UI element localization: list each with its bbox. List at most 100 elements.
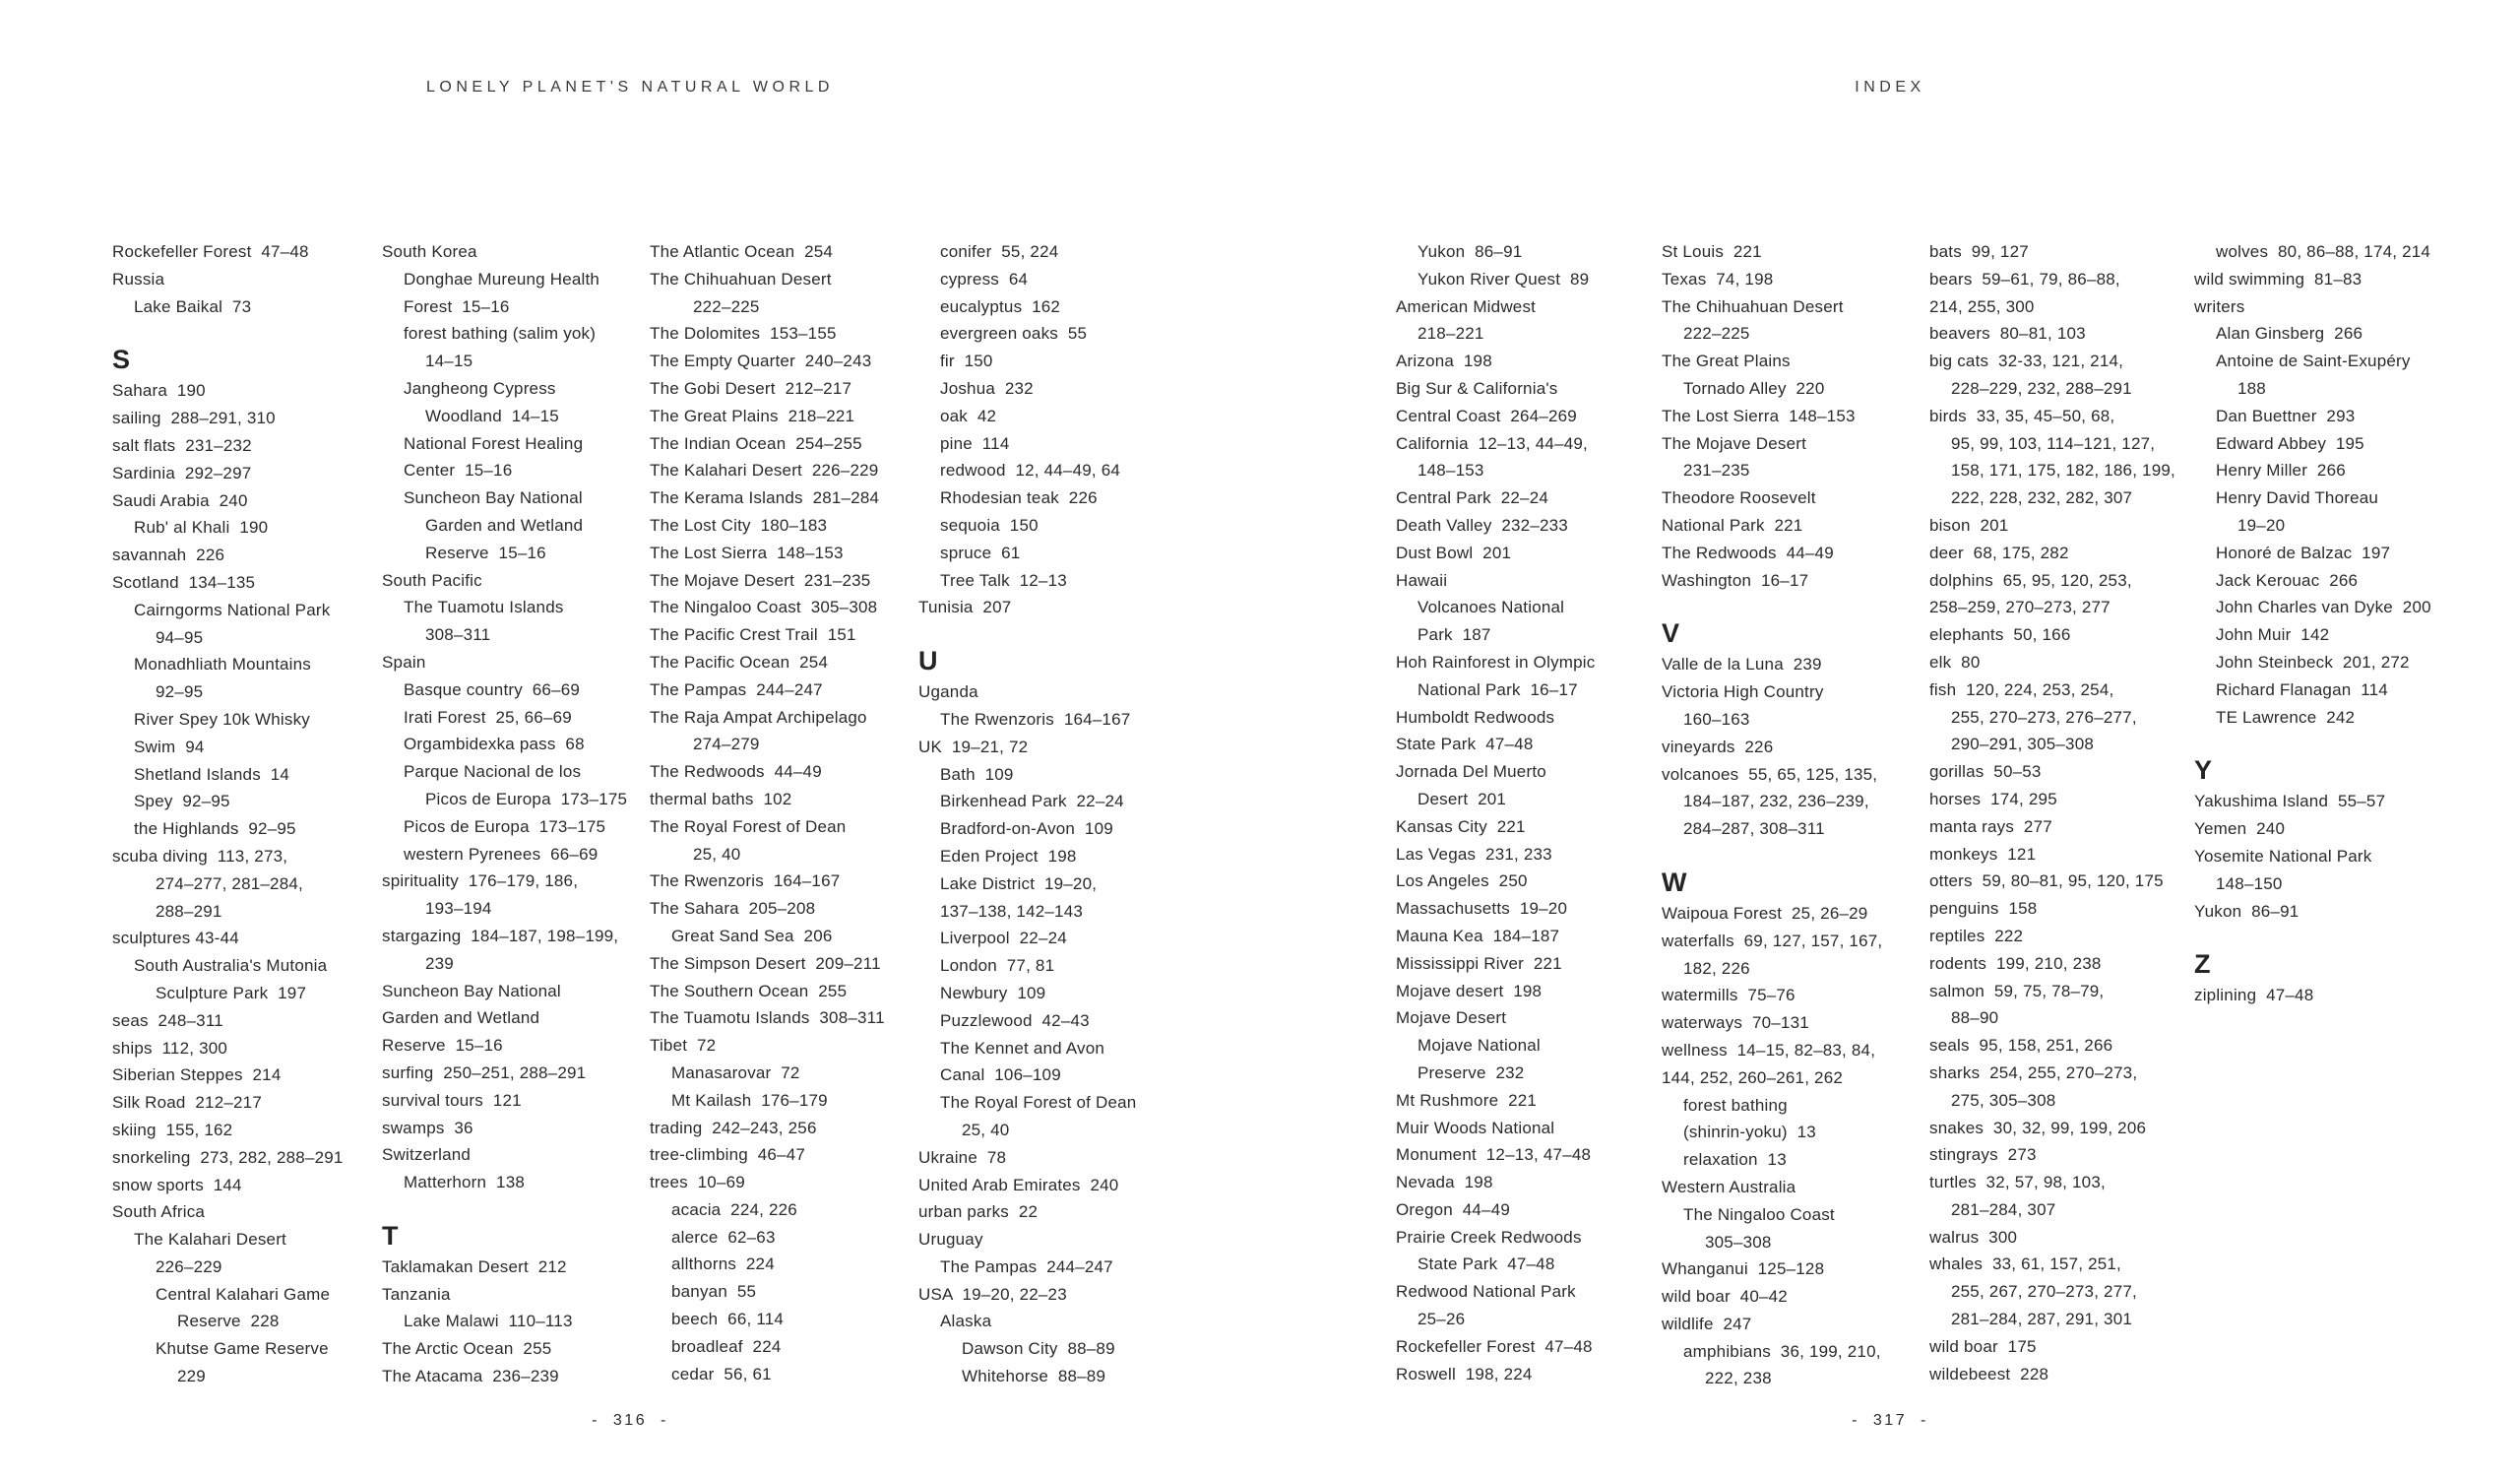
index-line: Prairie Creek Redwoods xyxy=(1396,1227,1582,1247)
index-line: Taklamakan Desert 212 xyxy=(382,1256,567,1276)
index-line: oak 42 xyxy=(940,406,997,425)
index-line: Dan Buettner 293 xyxy=(2216,406,2356,425)
index-line: National Park 16–17 xyxy=(1418,679,1578,699)
index-line: Matterhorn 138 xyxy=(404,1173,526,1192)
index-line: forest bathing (salim yok) xyxy=(404,324,597,344)
index-line: 274–279 xyxy=(693,735,760,754)
index-line: snow sports 144 xyxy=(112,1175,242,1194)
index-line: Spey 92–95 xyxy=(134,792,230,811)
index-line: Uganda xyxy=(918,682,978,702)
index-line: redwood 12, 44–49, 64 xyxy=(940,461,1121,481)
index-line: Desert 201 xyxy=(1418,789,1507,808)
index-line: Forest 15–16 xyxy=(404,296,510,316)
index-line: Jack Kerouac 266 xyxy=(2216,570,2359,590)
index-line: bison 201 xyxy=(1929,515,2009,535)
index-line: The Raja Ampat Archipelago xyxy=(650,707,867,727)
index-line: wildebeest 228 xyxy=(1929,1364,2049,1383)
index-line: sequoia 150 xyxy=(940,515,1039,535)
index-line: amphibians 36, 199, 210, xyxy=(1683,1341,1881,1361)
index-line: bears 59–61, 79, 86–88, xyxy=(1929,269,2120,289)
index-line: 94–95 xyxy=(156,627,204,647)
index-line: John Muir 142 xyxy=(2216,625,2330,645)
index-line: American Midwest xyxy=(1396,296,1537,316)
section-letter-Z: Z xyxy=(2194,949,2211,980)
index-line: Garden and Wetland xyxy=(382,1008,540,1028)
index-line: State Park 47–48 xyxy=(1418,1254,1555,1274)
index-line: Edward Abbey 195 xyxy=(2216,433,2364,453)
index-line: big cats 32-33, 121, 214, xyxy=(1929,352,2124,371)
section-gap xyxy=(918,621,1194,643)
index-line: Arizona 198 xyxy=(1396,352,1492,371)
index-column-1: Rockefeller Forest 47–48 Russia Lake Baika… xyxy=(112,238,388,1390)
index-line: South Africa xyxy=(112,1202,206,1222)
index-line: Western Australia xyxy=(1662,1177,1796,1196)
index-line: Yakushima Island 55–57 xyxy=(2194,792,2386,811)
section-gap xyxy=(112,320,388,342)
index-line: 137–138, 142–143 xyxy=(940,901,1084,921)
index-line: Mojave desert 198 xyxy=(1396,981,1543,1000)
index-line: 305–308 xyxy=(1705,1232,1772,1252)
index-line: The Pampas 244–247 xyxy=(650,679,823,699)
index-line: The Lost City 180–183 xyxy=(650,515,828,535)
index-line: Manasarovar 72 xyxy=(671,1062,800,1082)
index-line: Uruguay xyxy=(918,1230,983,1250)
index-line: trees 10–69 xyxy=(650,1173,745,1192)
index-line: vineyards 226 xyxy=(1662,737,1774,756)
index-line: Puzzlewood 42–43 xyxy=(940,1010,1090,1030)
index-line: The Indian Ocean 254–255 xyxy=(650,433,862,453)
index-line: The Southern Ocean 255 xyxy=(650,981,848,1000)
index-line: 144, 252, 260–261, 262 xyxy=(1662,1067,1844,1087)
index-line: The Gobi Desert 212–217 xyxy=(650,378,852,398)
index-line: Picos de Europa 173–175 xyxy=(425,789,628,808)
index-line: Mt Kailash 176–179 xyxy=(671,1090,828,1110)
index-line: spirituality 176–179, 186, xyxy=(382,871,579,891)
index-line: Sardinia 292–297 xyxy=(112,463,252,482)
index-line: Liverpool 22–24 xyxy=(940,929,1067,948)
index-line: gorillas 50–53 xyxy=(1929,762,2042,782)
index-line: conifer 55, 224 xyxy=(940,242,1059,261)
index-line: Lake District 19–20, xyxy=(940,873,1098,893)
index-line: Richard Flanagan 114 xyxy=(2216,679,2388,699)
index-line: Orgambidexka pass 68 xyxy=(404,735,585,754)
index-line: Birkenhead Park 22–24 xyxy=(940,792,1124,811)
index-line: Great Sand Sea 206 xyxy=(671,926,833,945)
index-line: Rub' al Khali 190 xyxy=(134,518,269,538)
index-line: broadleaf 224 xyxy=(671,1336,782,1356)
index-line: salmon 59, 75, 78–79, xyxy=(1929,981,2105,1000)
index-line: Jangheong Cypress xyxy=(404,378,556,398)
index-line: Tornado Alley 220 xyxy=(1683,378,1825,398)
index-line: waterfalls 69, 127, 157, 167, xyxy=(1662,931,1883,950)
index-line: Volcanoes National xyxy=(1418,598,1565,617)
index-line: Khutse Game Reserve xyxy=(156,1339,329,1359)
index-line: birds 33, 35, 45–50, 68, xyxy=(1929,406,2115,425)
index-line: The Ningaloo Coast 305–308 xyxy=(650,598,878,617)
index-line: seas 248–311 xyxy=(112,1010,223,1030)
index-line: Redwood National Park xyxy=(1396,1282,1576,1302)
index-line: Canal 106–109 xyxy=(940,1065,1061,1085)
index-line: 258–259, 270–273, 277 xyxy=(1929,598,2110,617)
index-line: Nevada 198 xyxy=(1396,1173,1493,1192)
index-line: bats 99, 127 xyxy=(1929,242,2029,261)
index-line: dolphins 65, 95, 120, 253, xyxy=(1929,570,2132,590)
index-line: 308–311 xyxy=(425,625,491,645)
index-column-3: The Atlantic Ocean 254 The Chihuahuan Des… xyxy=(650,238,925,1387)
index-line: Basque country 66–69 xyxy=(404,679,581,699)
index-line: South Australia's Mutonia xyxy=(134,956,328,976)
index-column-6: St Louis 221 Texas 74, 198 The Chihuahuan … xyxy=(1662,238,1937,1392)
index-line: Reserve 15–16 xyxy=(425,543,546,562)
index-line: Yosemite National Park xyxy=(2194,846,2372,866)
index-line: 25, 40 xyxy=(693,844,741,864)
index-line: Texas 74, 198 xyxy=(1662,269,1774,289)
index-line: Mauna Kea 184–187 xyxy=(1396,926,1560,945)
index-line: 281–284, 307 xyxy=(1951,1199,2056,1219)
index-line: Tibet 72 xyxy=(650,1036,717,1056)
index-line: 274–277, 281–284, xyxy=(156,873,303,893)
index-line: wolves 80, 86–88, 174, 214 xyxy=(2216,242,2431,261)
index-line: Joshua 232 xyxy=(940,378,1034,398)
index-line: snakes 30, 32, 99, 199, 206 xyxy=(1929,1118,2147,1137)
index-line: Antoine de Saint-Exupéry xyxy=(2216,352,2411,371)
index-line: Hoh Rainforest in Olympic xyxy=(1396,652,1596,672)
index-line: The Redwoods 44–49 xyxy=(1662,543,1834,562)
index-line: wild boar 40–42 xyxy=(1662,1287,1788,1307)
index-line: The Kennet and Avon xyxy=(940,1038,1105,1058)
